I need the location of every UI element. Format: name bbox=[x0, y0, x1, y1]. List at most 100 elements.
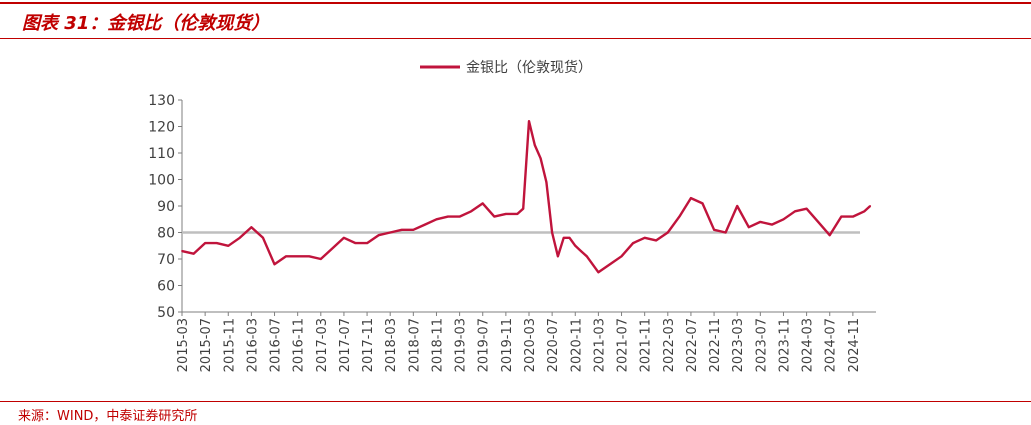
data-point bbox=[701, 202, 704, 205]
data-point bbox=[568, 236, 571, 239]
data-point bbox=[574, 244, 577, 247]
source-note: 来源：WIND，中泰证券研究所 bbox=[18, 409, 198, 424]
chart-container: 50 60 70 80 90 100 110 120 130 2015-03 2015-07 2015… bbox=[0, 40, 1031, 400]
data-point bbox=[435, 218, 438, 221]
data-point bbox=[666, 231, 669, 234]
data-point bbox=[620, 255, 623, 258]
data-point bbox=[204, 242, 207, 245]
data-point bbox=[771, 223, 773, 226]
data-point bbox=[458, 215, 461, 218]
data-point bbox=[782, 218, 785, 221]
x-tick-label: 2017-07 bbox=[338, 318, 353, 372]
x-tick-label: 2019-03 bbox=[454, 318, 469, 372]
figure-header: 图表 31：金银比（伦敦现货） bbox=[0, 0, 1031, 40]
x-tick-label: 2020-07 bbox=[546, 318, 561, 372]
data-point bbox=[747, 226, 750, 229]
data-point bbox=[227, 244, 230, 247]
data-point bbox=[678, 215, 681, 218]
data-point bbox=[580, 250, 582, 252]
x-tick-label: 2019-11 bbox=[500, 318, 515, 372]
data-point bbox=[447, 215, 449, 218]
data-point bbox=[412, 228, 415, 231]
x-tick-label: 2017-03 bbox=[315, 318, 330, 372]
data-point bbox=[591, 263, 594, 266]
data-point bbox=[319, 258, 322, 260]
data-point bbox=[851, 215, 854, 218]
data-point bbox=[539, 157, 542, 160]
data-point bbox=[296, 255, 299, 258]
data-point bbox=[354, 242, 357, 245]
y-tick-label: 50 bbox=[157, 305, 175, 321]
data-point bbox=[493, 215, 496, 218]
y-tick-label: 130 bbox=[148, 93, 175, 109]
data-point bbox=[377, 234, 380, 237]
data-point bbox=[632, 242, 634, 245]
data-point bbox=[869, 205, 872, 207]
data-point bbox=[533, 144, 536, 146]
data-point bbox=[551, 231, 554, 234]
data-point bbox=[250, 226, 253, 229]
x-tick-label: 2022-11 bbox=[708, 318, 723, 372]
data-point bbox=[545, 181, 548, 184]
data-point bbox=[736, 205, 739, 207]
legend-label: 金银比（伦敦现货） bbox=[466, 59, 592, 76]
data-point bbox=[470, 210, 473, 213]
x-tick-label: 2021-07 bbox=[616, 318, 631, 372]
data-point bbox=[308, 255, 311, 258]
x-tick-label: 2019-07 bbox=[477, 318, 492, 372]
data-point bbox=[828, 234, 831, 237]
x-tick-label: 2022-07 bbox=[685, 318, 700, 372]
data-point bbox=[528, 120, 530, 123]
data-point bbox=[713, 228, 715, 231]
x-tick-label: 2016-03 bbox=[245, 318, 260, 372]
series-line-0 bbox=[181, 119, 872, 274]
data-point bbox=[817, 221, 820, 223]
y-tick-label: 100 bbox=[148, 173, 175, 189]
x-tick-label: 2023-11 bbox=[777, 318, 792, 372]
data-point bbox=[516, 213, 519, 215]
data-point bbox=[238, 236, 241, 239]
data-point bbox=[215, 242, 218, 245]
data-point bbox=[643, 236, 646, 239]
x-tick-label: 2018-07 bbox=[407, 318, 422, 372]
top-rule bbox=[0, 2, 1031, 4]
x-tick-label: 2024-07 bbox=[824, 318, 839, 372]
data-point bbox=[481, 202, 484, 205]
data-point bbox=[609, 263, 611, 266]
y-tick-label: 110 bbox=[148, 146, 175, 162]
figure-footer: 来源：WIND，中泰证券研究所 bbox=[0, 400, 1031, 425]
x-tick-label: 2015-11 bbox=[222, 318, 237, 372]
data-point bbox=[557, 255, 559, 258]
x-tick-label: 2024-11 bbox=[847, 318, 862, 372]
data-point bbox=[262, 236, 264, 239]
data-point bbox=[504, 213, 507, 215]
data-point bbox=[597, 271, 600, 274]
figure-title: 图表 31：金银比（伦敦现货） bbox=[22, 13, 270, 34]
title-underline bbox=[0, 38, 1031, 39]
x-tick-label: 2016-11 bbox=[292, 318, 307, 372]
data-point bbox=[724, 231, 727, 234]
y-tick-label: 120 bbox=[148, 120, 175, 136]
x-tick-label: 2024-03 bbox=[801, 318, 816, 372]
x-tick-label: 2018-03 bbox=[384, 318, 399, 372]
y-tick-label: 70 bbox=[157, 252, 175, 268]
x-tick-label: 2015-07 bbox=[199, 318, 214, 372]
data-point bbox=[840, 215, 843, 218]
data-point bbox=[759, 221, 762, 223]
x-tick-label: 2022-03 bbox=[662, 318, 677, 372]
data-point bbox=[192, 252, 195, 255]
data-point bbox=[655, 239, 658, 242]
x-tick-label: 2020-03 bbox=[523, 318, 538, 372]
gold-silver-ratio-chart: 50 60 70 80 90 100 110 120 130 2015-03 2015-07 2015… bbox=[148, 59, 876, 372]
data-point bbox=[181, 250, 183, 252]
footer-rule bbox=[0, 401, 1031, 402]
data-point bbox=[331, 247, 334, 250]
x-tick-label: 2023-07 bbox=[754, 318, 769, 372]
data-point bbox=[285, 255, 287, 258]
x-tick-label: 2021-11 bbox=[639, 318, 654, 372]
data-point bbox=[794, 210, 796, 213]
x-tick-label: 2017-11 bbox=[361, 318, 376, 372]
data-point bbox=[863, 210, 866, 213]
data-point bbox=[690, 197, 692, 199]
data-point bbox=[424, 223, 426, 226]
